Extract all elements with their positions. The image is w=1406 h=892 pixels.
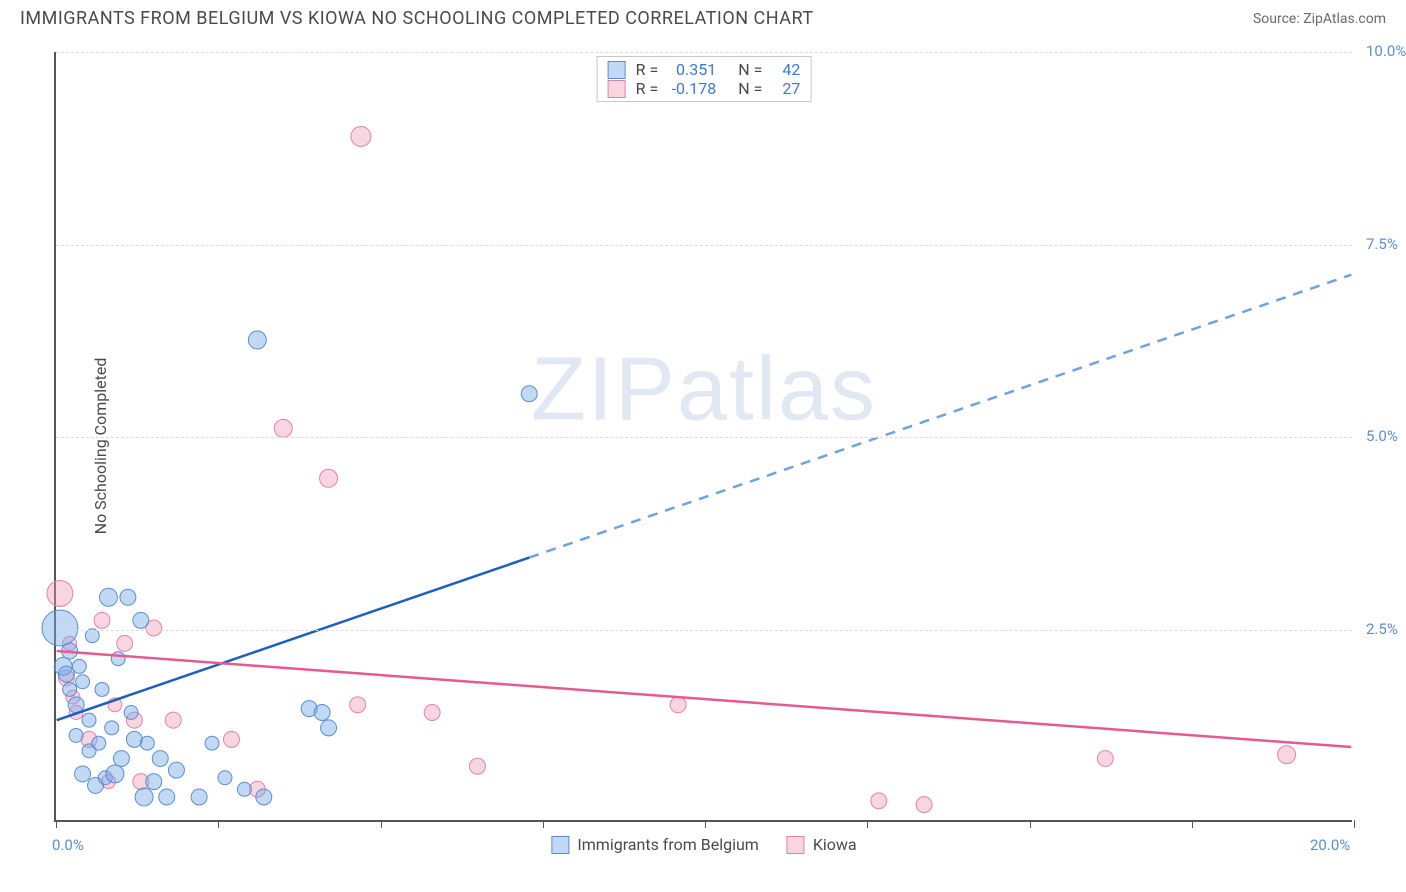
data-point (424, 705, 440, 721)
x-tick (56, 820, 57, 828)
x-tick (705, 820, 706, 828)
data-point (168, 762, 184, 778)
data-point (670, 697, 686, 713)
y-tick-label: 2.5% (1366, 620, 1398, 638)
legend-item-0: Immigrants from Belgium (551, 835, 758, 854)
data-point (159, 789, 175, 805)
x-tick (381, 820, 382, 828)
data-point (111, 652, 125, 666)
gridline (56, 437, 1352, 438)
data-point (58, 666, 74, 682)
data-point (146, 774, 162, 790)
data-point (42, 610, 78, 646)
x-tick (1030, 820, 1031, 828)
data-point (82, 713, 96, 727)
data-point (916, 797, 932, 813)
data-point (152, 751, 168, 767)
chart-area: ZIPatlas R = 0.351 N = 42 R = -0.178 N =… (54, 52, 1352, 822)
legend-label-0: Immigrants from Belgium (577, 835, 758, 854)
data-point (72, 659, 86, 673)
trend-line (57, 651, 1352, 747)
y-tick-label: 10.0% (1366, 42, 1406, 60)
data-point (191, 789, 207, 805)
data-point (75, 766, 91, 782)
swatch-series-1 (787, 836, 805, 854)
data-point (218, 771, 232, 785)
x-tick (218, 820, 219, 828)
data-point (165, 712, 181, 728)
data-point (113, 751, 129, 767)
chart-title: IMMIGRANTS FROM BELGIUM VS KIOWA NO SCHO… (20, 8, 814, 29)
data-point (1278, 746, 1296, 764)
data-point (47, 580, 73, 606)
swatch-series-0 (551, 836, 569, 854)
trend-line (529, 275, 1351, 558)
data-point (274, 419, 292, 437)
data-point (117, 635, 133, 651)
data-point (105, 721, 119, 735)
data-point (133, 612, 149, 628)
x-tick-label: 20.0% (1310, 836, 1350, 854)
data-point (314, 705, 330, 721)
data-point (94, 612, 110, 628)
gridline (56, 630, 1352, 631)
x-tick (1354, 820, 1355, 828)
series-legend: Immigrants from Belgium Kiowa (551, 835, 856, 854)
data-point (99, 588, 117, 606)
x-tick (867, 820, 868, 828)
data-point (106, 765, 124, 783)
data-point (320, 469, 338, 487)
data-point (1097, 751, 1113, 767)
data-point (205, 736, 219, 750)
data-point (69, 729, 83, 743)
data-point (521, 386, 537, 402)
gridline (56, 245, 1352, 246)
data-point (248, 331, 266, 349)
data-point (120, 589, 136, 605)
plot-svg (56, 52, 1352, 820)
data-point (135, 788, 153, 806)
gridline (56, 52, 1352, 53)
data-point (124, 705, 138, 719)
y-tick-label: 5.0% (1366, 427, 1398, 445)
data-point (76, 675, 90, 689)
x-tick (1192, 820, 1193, 828)
data-point (126, 731, 142, 747)
data-point (351, 127, 371, 147)
y-tick-label: 7.5% (1366, 235, 1398, 253)
data-point (321, 720, 337, 736)
data-point (63, 682, 77, 696)
data-point (92, 736, 106, 750)
data-point (350, 697, 366, 713)
data-point (85, 629, 99, 643)
data-point (140, 736, 154, 750)
data-point (256, 789, 272, 805)
x-tick-label: 0.0% (52, 836, 84, 854)
data-point (223, 731, 239, 747)
data-point (469, 758, 485, 774)
data-point (871, 793, 887, 809)
x-tick (543, 820, 544, 828)
data-point (95, 682, 109, 696)
legend-item-1: Kiowa (787, 835, 857, 854)
source-label: Source: ZipAtlas.com (1253, 11, 1386, 27)
data-point (237, 782, 251, 796)
legend-label-1: Kiowa (813, 835, 857, 854)
